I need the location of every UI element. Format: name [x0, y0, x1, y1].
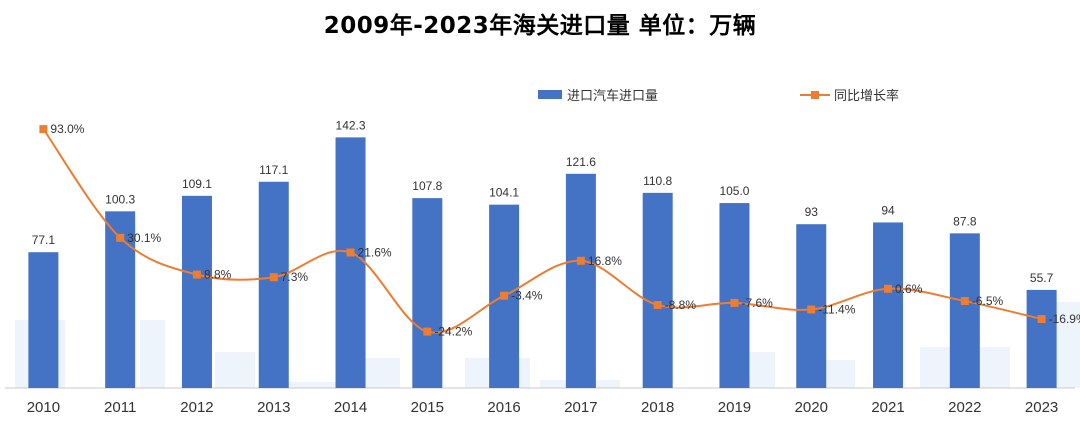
x-tick-label: 2014	[334, 399, 367, 416]
line-marker-2010	[39, 125, 48, 134]
legend-bar-label: 进口汽车进口量	[567, 88, 658, 104]
line-marker-2023	[1037, 315, 1046, 324]
line-value-label: 8.8%	[204, 268, 232, 282]
background-shape	[285, 382, 355, 388]
bar-value-label: 110.8	[643, 174, 672, 188]
bar-value-label: 77.1	[32, 233, 56, 247]
background-shape	[360, 358, 400, 388]
bar-value-label: 105.0	[719, 184, 749, 198]
line-marker-2014	[346, 248, 355, 257]
bar-2021	[873, 222, 904, 388]
bar-2014	[335, 137, 366, 388]
bar-value-label: 100.3	[105, 192, 135, 206]
line-marker-2011	[116, 233, 125, 242]
bar-2010	[28, 252, 59, 388]
bar-value-label: 93	[805, 205, 819, 219]
x-tick-label: 2022	[948, 399, 981, 416]
bar-2023	[1026, 289, 1057, 388]
line-marker-2012	[192, 270, 201, 279]
background-shape	[215, 352, 255, 388]
legend-line-label: 同比增长率	[834, 88, 899, 104]
line-value-label: 21.6%	[358, 245, 392, 259]
line-marker-2021	[884, 284, 893, 293]
line-marker-2015	[423, 327, 432, 336]
x-tick-label: 2019	[718, 399, 751, 416]
line-value-label: -8.8%	[665, 298, 697, 312]
bar-2012	[181, 195, 212, 388]
bar-value-label: 117.1	[259, 163, 288, 177]
bar-value-label: 55.7	[1030, 271, 1054, 285]
x-tick-label: 2012	[180, 399, 213, 416]
bar-value-label: 109.1	[182, 177, 212, 191]
x-tick-label: 2015	[411, 399, 444, 416]
line-value-label: 0.6%	[895, 282, 923, 296]
x-tick-label: 2013	[257, 399, 290, 416]
line-value-label: 16.8%	[588, 254, 622, 268]
line-value-label: -7.6%	[741, 296, 773, 310]
bar-2018	[642, 192, 673, 388]
x-tick-label: 2021	[871, 399, 904, 416]
bar-value-label: 142.3	[336, 118, 366, 132]
line-marker-2018	[653, 301, 662, 310]
chart-title: 2009年-2023年海关进口量 单位：万辆	[323, 13, 757, 39]
bar-2019	[719, 203, 750, 388]
bar-value-label: 107.8	[412, 179, 442, 193]
line-value-label: 93.0%	[50, 122, 84, 136]
bar-value-label: 94	[881, 203, 895, 217]
legend-bar-swatch	[538, 90, 562, 99]
x-tick-label: 2016	[487, 399, 520, 416]
x-tick-label: 2020	[795, 399, 828, 416]
line-marker-2020	[807, 305, 816, 314]
x-tick-label: 2023	[1025, 399, 1058, 416]
background-shape	[140, 320, 165, 388]
bar-2015	[412, 198, 443, 388]
background-shape	[1055, 302, 1080, 388]
line-marker-2013	[269, 273, 278, 282]
bar-value-label: 121.6	[566, 155, 596, 169]
legend-line-marker	[811, 91, 819, 99]
line-marker-2019	[730, 298, 739, 307]
line-marker-2016	[500, 291, 509, 300]
line-value-label: 30.1%	[127, 231, 161, 245]
line-marker-2022	[960, 297, 969, 306]
bar-value-label: 104.1	[489, 186, 519, 200]
bar-value-label: 87.8	[953, 214, 977, 228]
x-tick-label: 2018	[641, 399, 674, 416]
background-decoration	[15, 302, 1080, 388]
line-marker-2017	[576, 256, 585, 265]
line-value-label: -16.9%	[1049, 312, 1080, 326]
x-tick-label: 2011	[104, 399, 136, 416]
bar-2013	[258, 181, 289, 388]
line-value-label: -6.5%	[972, 294, 1004, 308]
line-value-label: -24.2%	[434, 325, 472, 339]
bar-2017	[565, 173, 596, 388]
line-value-label: -3.4%	[511, 289, 543, 303]
line-value-label: 7.3%	[281, 270, 309, 284]
bar-2022	[949, 233, 980, 388]
x-tick-label: 2010	[27, 399, 60, 416]
line-value-label: -11.4%	[818, 303, 855, 317]
x-tick-label: 2017	[564, 399, 597, 416]
